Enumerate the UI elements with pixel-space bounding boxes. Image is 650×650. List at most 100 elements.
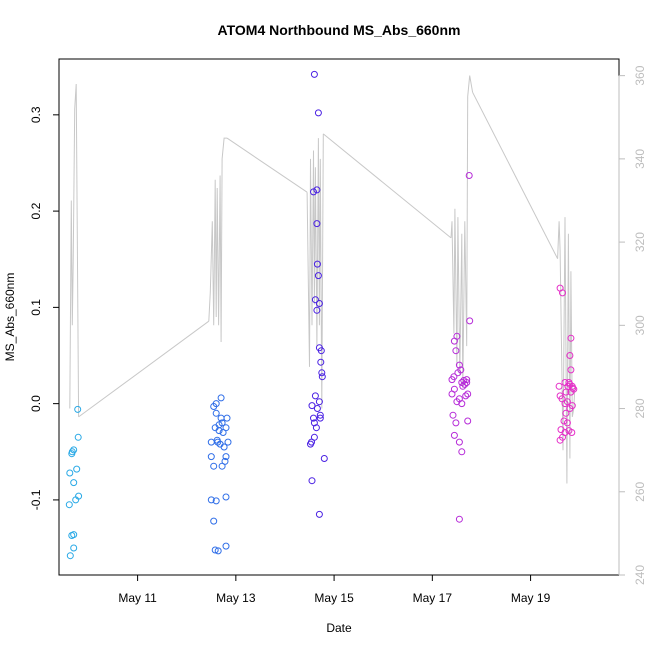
- data-point-4-29: [569, 384, 577, 392]
- data-point-3-2: [453, 332, 461, 340]
- data-point-4-5: [555, 382, 563, 390]
- data-point-3-20: [450, 431, 458, 439]
- data-point-4-3: [566, 352, 574, 359]
- data-point-4-16: [556, 392, 564, 400]
- data-point-2-6: [313, 405, 321, 412]
- data-point-3-18: [449, 411, 457, 419]
- data-point-1-27: [212, 400, 220, 408]
- x-axis-label: Date: [326, 621, 352, 635]
- y2-tick-label-6: 360: [633, 65, 647, 85]
- x-axis: May 11 May 13 May 15 May 17 May 19: [118, 574, 551, 605]
- data-point-0-13: [70, 544, 78, 552]
- data-point-4-4: [567, 366, 575, 374]
- data-point-1-11: [222, 424, 230, 432]
- data-point-3-4: [455, 361, 463, 369]
- y-tick-label-4: 0.3: [29, 106, 43, 123]
- data-point-3-26: [466, 317, 474, 325]
- data-point-0-4: [74, 405, 82, 413]
- data-point-1-25: [214, 547, 222, 555]
- data-point-1-14: [207, 453, 215, 461]
- data-point-2-19: [313, 186, 321, 194]
- data-point-4-18: [563, 419, 571, 427]
- secondary-line-series: [69, 75, 576, 484]
- data-point-4-11: [567, 388, 575, 396]
- secondary-line-segment-6: [450, 75, 474, 388]
- data-point-3-25: [465, 172, 473, 179]
- scatter-points: [65, 70, 578, 560]
- x-tick-label-0: May 11: [118, 591, 157, 605]
- data-point-2-15: [308, 477, 316, 485]
- data-point-4-15: [562, 409, 570, 417]
- x-tick-label-4: May 19: [511, 591, 551, 605]
- data-point-3-24: [455, 515, 463, 523]
- data-point-1-20: [207, 496, 215, 504]
- data-point-1-26: [222, 542, 230, 550]
- data-point-4-24: [556, 436, 564, 444]
- data-point-0-10: [75, 492, 83, 500]
- y2-tick-label-0: 240: [633, 565, 647, 585]
- data-point-3-3: [452, 347, 460, 355]
- secondary-line-segment-5: [322, 133, 452, 239]
- data-point-1-24: [211, 546, 219, 554]
- data-point-2-29: [310, 419, 318, 427]
- data-point-2-25: [313, 306, 321, 314]
- data-point-4-22: [568, 429, 576, 436]
- data-point-0-6: [70, 479, 78, 487]
- data-point-3-6: [457, 366, 465, 374]
- data-point-1-12: [223, 414, 231, 422]
- data-point-1-13: [224, 438, 232, 446]
- data-point-2-21: [314, 272, 322, 280]
- data-point-4-14: [568, 402, 576, 410]
- data-point-2-16: [315, 510, 323, 518]
- data-point-1-19: [222, 453, 230, 461]
- y-axis-label: MS_Abs_660nm: [3, 273, 17, 362]
- y2-tick-label-2: 280: [633, 398, 647, 418]
- data-point-2-27: [314, 109, 322, 117]
- data-point-2-1: [308, 402, 316, 410]
- secondary-line-segment-7: [472, 92, 559, 259]
- y-tick-label-2: 0.1: [29, 299, 43, 316]
- data-point-1-23: [210, 517, 218, 525]
- data-point-3-10: [463, 376, 471, 384]
- data-point-2-17: [316, 414, 324, 422]
- y2-tick-label-3: 300: [633, 315, 647, 335]
- x-tick-label-3: May 17: [413, 591, 453, 605]
- data-point-1-22: [222, 493, 230, 501]
- data-point-2-9: [318, 369, 326, 377]
- data-point-1-15: [210, 462, 218, 470]
- data-point-1-28: [215, 421, 223, 429]
- data-point-0-2: [68, 448, 76, 456]
- data-point-0-8: [65, 501, 73, 509]
- data-point-0-5: [74, 433, 82, 441]
- data-point-1-18: [218, 462, 226, 470]
- data-point-1-29: [217, 414, 225, 422]
- data-point-0-0: [66, 469, 74, 477]
- data-point-3-29: [463, 379, 471, 386]
- data-point-0-3: [70, 446, 78, 454]
- y-tick-label-0: -0.1: [29, 489, 43, 510]
- data-point-1-6: [217, 394, 225, 402]
- data-point-3-17: [458, 400, 466, 408]
- data-point-2-4: [311, 392, 319, 400]
- data-point-1-21: [212, 497, 220, 505]
- data-point-0-14: [66, 552, 74, 560]
- data-point-2-14: [320, 455, 328, 462]
- data-point-2-2: [310, 414, 317, 422]
- data-point-2-7: [315, 398, 323, 406]
- chart-title: ATOM4 Northbound MS_Abs_660nm: [218, 22, 461, 38]
- data-point-2-26: [310, 70, 318, 78]
- y2-tick-label-4: 320: [633, 232, 647, 252]
- data-point-2-20: [313, 220, 321, 228]
- data-point-4-2: [567, 334, 575, 342]
- data-point-3-21: [455, 438, 463, 446]
- secondary-line-segment-3: [226, 137, 308, 193]
- data-point-2-8: [316, 411, 324, 419]
- data-point-2-24: [315, 300, 323, 307]
- data-point-0-12: [70, 531, 78, 539]
- y-axis-left: -0.1 0.0 0.1 0.2 0.3: [29, 106, 60, 510]
- x-tick-label-2: May 15: [314, 591, 354, 605]
- data-point-1-0: [207, 438, 215, 446]
- data-point-2-10: [318, 373, 326, 381]
- y2-tick-label-5: 340: [633, 149, 647, 169]
